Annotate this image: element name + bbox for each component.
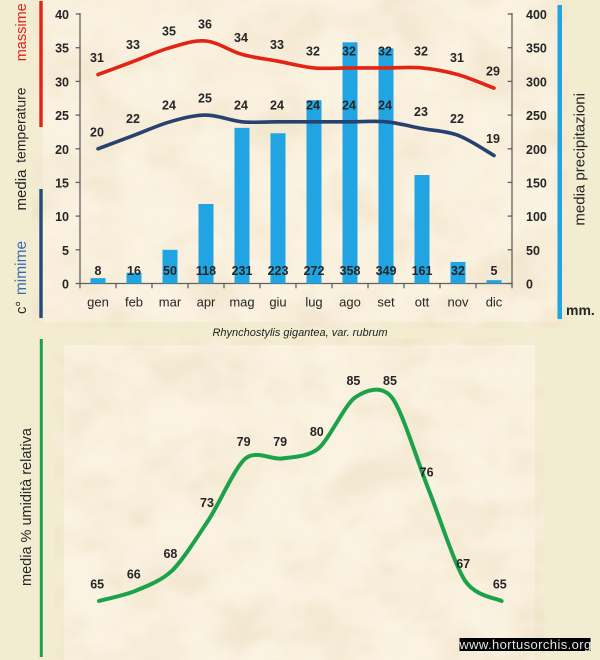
svg-text:22: 22: [450, 112, 464, 126]
svg-text:mag: mag: [229, 295, 254, 310]
svg-text:19: 19: [486, 132, 500, 146]
svg-text:mimime: mimime: [13, 241, 30, 295]
svg-text:24: 24: [270, 98, 284, 112]
svg-text:36: 36: [198, 18, 212, 32]
svg-text:24: 24: [162, 98, 176, 112]
svg-text:33: 33: [126, 38, 140, 52]
svg-text:15: 15: [55, 176, 69, 190]
svg-text:118: 118: [196, 264, 216, 278]
svg-text:231: 231: [232, 264, 253, 278]
svg-text:nov: nov: [448, 295, 469, 310]
svg-text:300: 300: [526, 75, 547, 89]
svg-text:33: 33: [270, 38, 284, 52]
svg-text:24: 24: [306, 98, 320, 112]
svg-text:feb: feb: [125, 295, 143, 310]
svg-text:85: 85: [346, 374, 360, 388]
svg-text:35: 35: [55, 42, 69, 56]
svg-text:50: 50: [526, 244, 540, 258]
svg-text:temperature: temperature: [13, 87, 29, 163]
svg-text:65: 65: [493, 578, 507, 592]
svg-text:5: 5: [491, 264, 498, 278]
svg-text:25: 25: [55, 109, 69, 123]
svg-text:dic: dic: [486, 295, 503, 310]
svg-text:0: 0: [62, 278, 69, 292]
svg-text:31: 31: [450, 51, 464, 65]
svg-text:31: 31: [90, 51, 104, 65]
svg-text:20: 20: [90, 125, 104, 139]
svg-text:24: 24: [234, 98, 248, 112]
svg-text:65: 65: [90, 578, 104, 592]
svg-text:150: 150: [526, 176, 547, 190]
svg-text:272: 272: [304, 264, 325, 278]
svg-text:32: 32: [414, 45, 428, 59]
svg-text:100: 100: [526, 210, 547, 224]
svg-text:223: 223: [268, 264, 289, 278]
svg-text:www.hortusorchis.org: www.hortusorchis.org: [458, 637, 591, 652]
svg-text:32: 32: [342, 45, 356, 59]
svg-text:30: 30: [55, 75, 69, 89]
svg-text:200: 200: [526, 143, 547, 157]
svg-text:85: 85: [383, 374, 397, 388]
svg-text:massime: massime: [14, 3, 30, 61]
svg-text:media precipitazioni: media precipitazioni: [571, 93, 588, 226]
svg-text:68: 68: [163, 547, 177, 561]
svg-text:34: 34: [234, 31, 248, 45]
svg-text:161: 161: [412, 264, 433, 278]
svg-text:set: set: [377, 295, 395, 310]
svg-text:22: 22: [126, 112, 140, 126]
svg-text:250: 250: [526, 109, 547, 123]
svg-text:23: 23: [414, 105, 428, 119]
svg-text:ott: ott: [415, 295, 430, 310]
svg-text:32: 32: [451, 264, 465, 278]
svg-text:24: 24: [378, 98, 392, 112]
svg-text:ago: ago: [339, 295, 361, 310]
svg-text:8: 8: [95, 264, 102, 278]
svg-text:350: 350: [526, 42, 547, 56]
svg-text:40: 40: [55, 8, 69, 22]
svg-text:10: 10: [55, 210, 69, 224]
svg-text:mar: mar: [159, 295, 182, 310]
svg-text:50: 50: [163, 264, 177, 278]
svg-text:80: 80: [310, 425, 324, 439]
svg-text:media % umidità relativa: media % umidità relativa: [19, 427, 35, 586]
svg-text:32: 32: [378, 45, 392, 59]
svg-text:32: 32: [306, 45, 320, 59]
svg-text:mm.: mm.: [566, 302, 595, 318]
svg-text:79: 79: [273, 435, 287, 449]
svg-text:25: 25: [198, 92, 212, 106]
svg-text:5: 5: [62, 244, 69, 258]
svg-text:358: 358: [340, 264, 361, 278]
svg-text:0: 0: [526, 278, 533, 292]
svg-text:35: 35: [162, 24, 176, 38]
svg-text:24: 24: [342, 98, 356, 112]
svg-text:media: media: [13, 169, 30, 211]
svg-text:giu: giu: [269, 295, 286, 310]
svg-text:76: 76: [420, 466, 434, 480]
svg-text:c°: c°: [14, 301, 30, 314]
svg-text:16: 16: [127, 264, 141, 278]
svg-text:66: 66: [127, 567, 141, 581]
svg-text:29: 29: [486, 65, 500, 79]
svg-text:79: 79: [237, 435, 251, 449]
svg-text:349: 349: [376, 264, 397, 278]
svg-text:400: 400: [526, 8, 547, 22]
svg-text:apr: apr: [197, 295, 216, 310]
svg-text:73: 73: [200, 496, 214, 510]
svg-text:Rhynchostylis gigantea, var. r: Rhynchostylis gigantea, var. rubrum: [212, 327, 387, 339]
svg-text:20: 20: [55, 143, 69, 157]
svg-text:67: 67: [456, 557, 470, 571]
svg-text:gen: gen: [87, 295, 109, 310]
svg-text:lug: lug: [305, 295, 322, 310]
